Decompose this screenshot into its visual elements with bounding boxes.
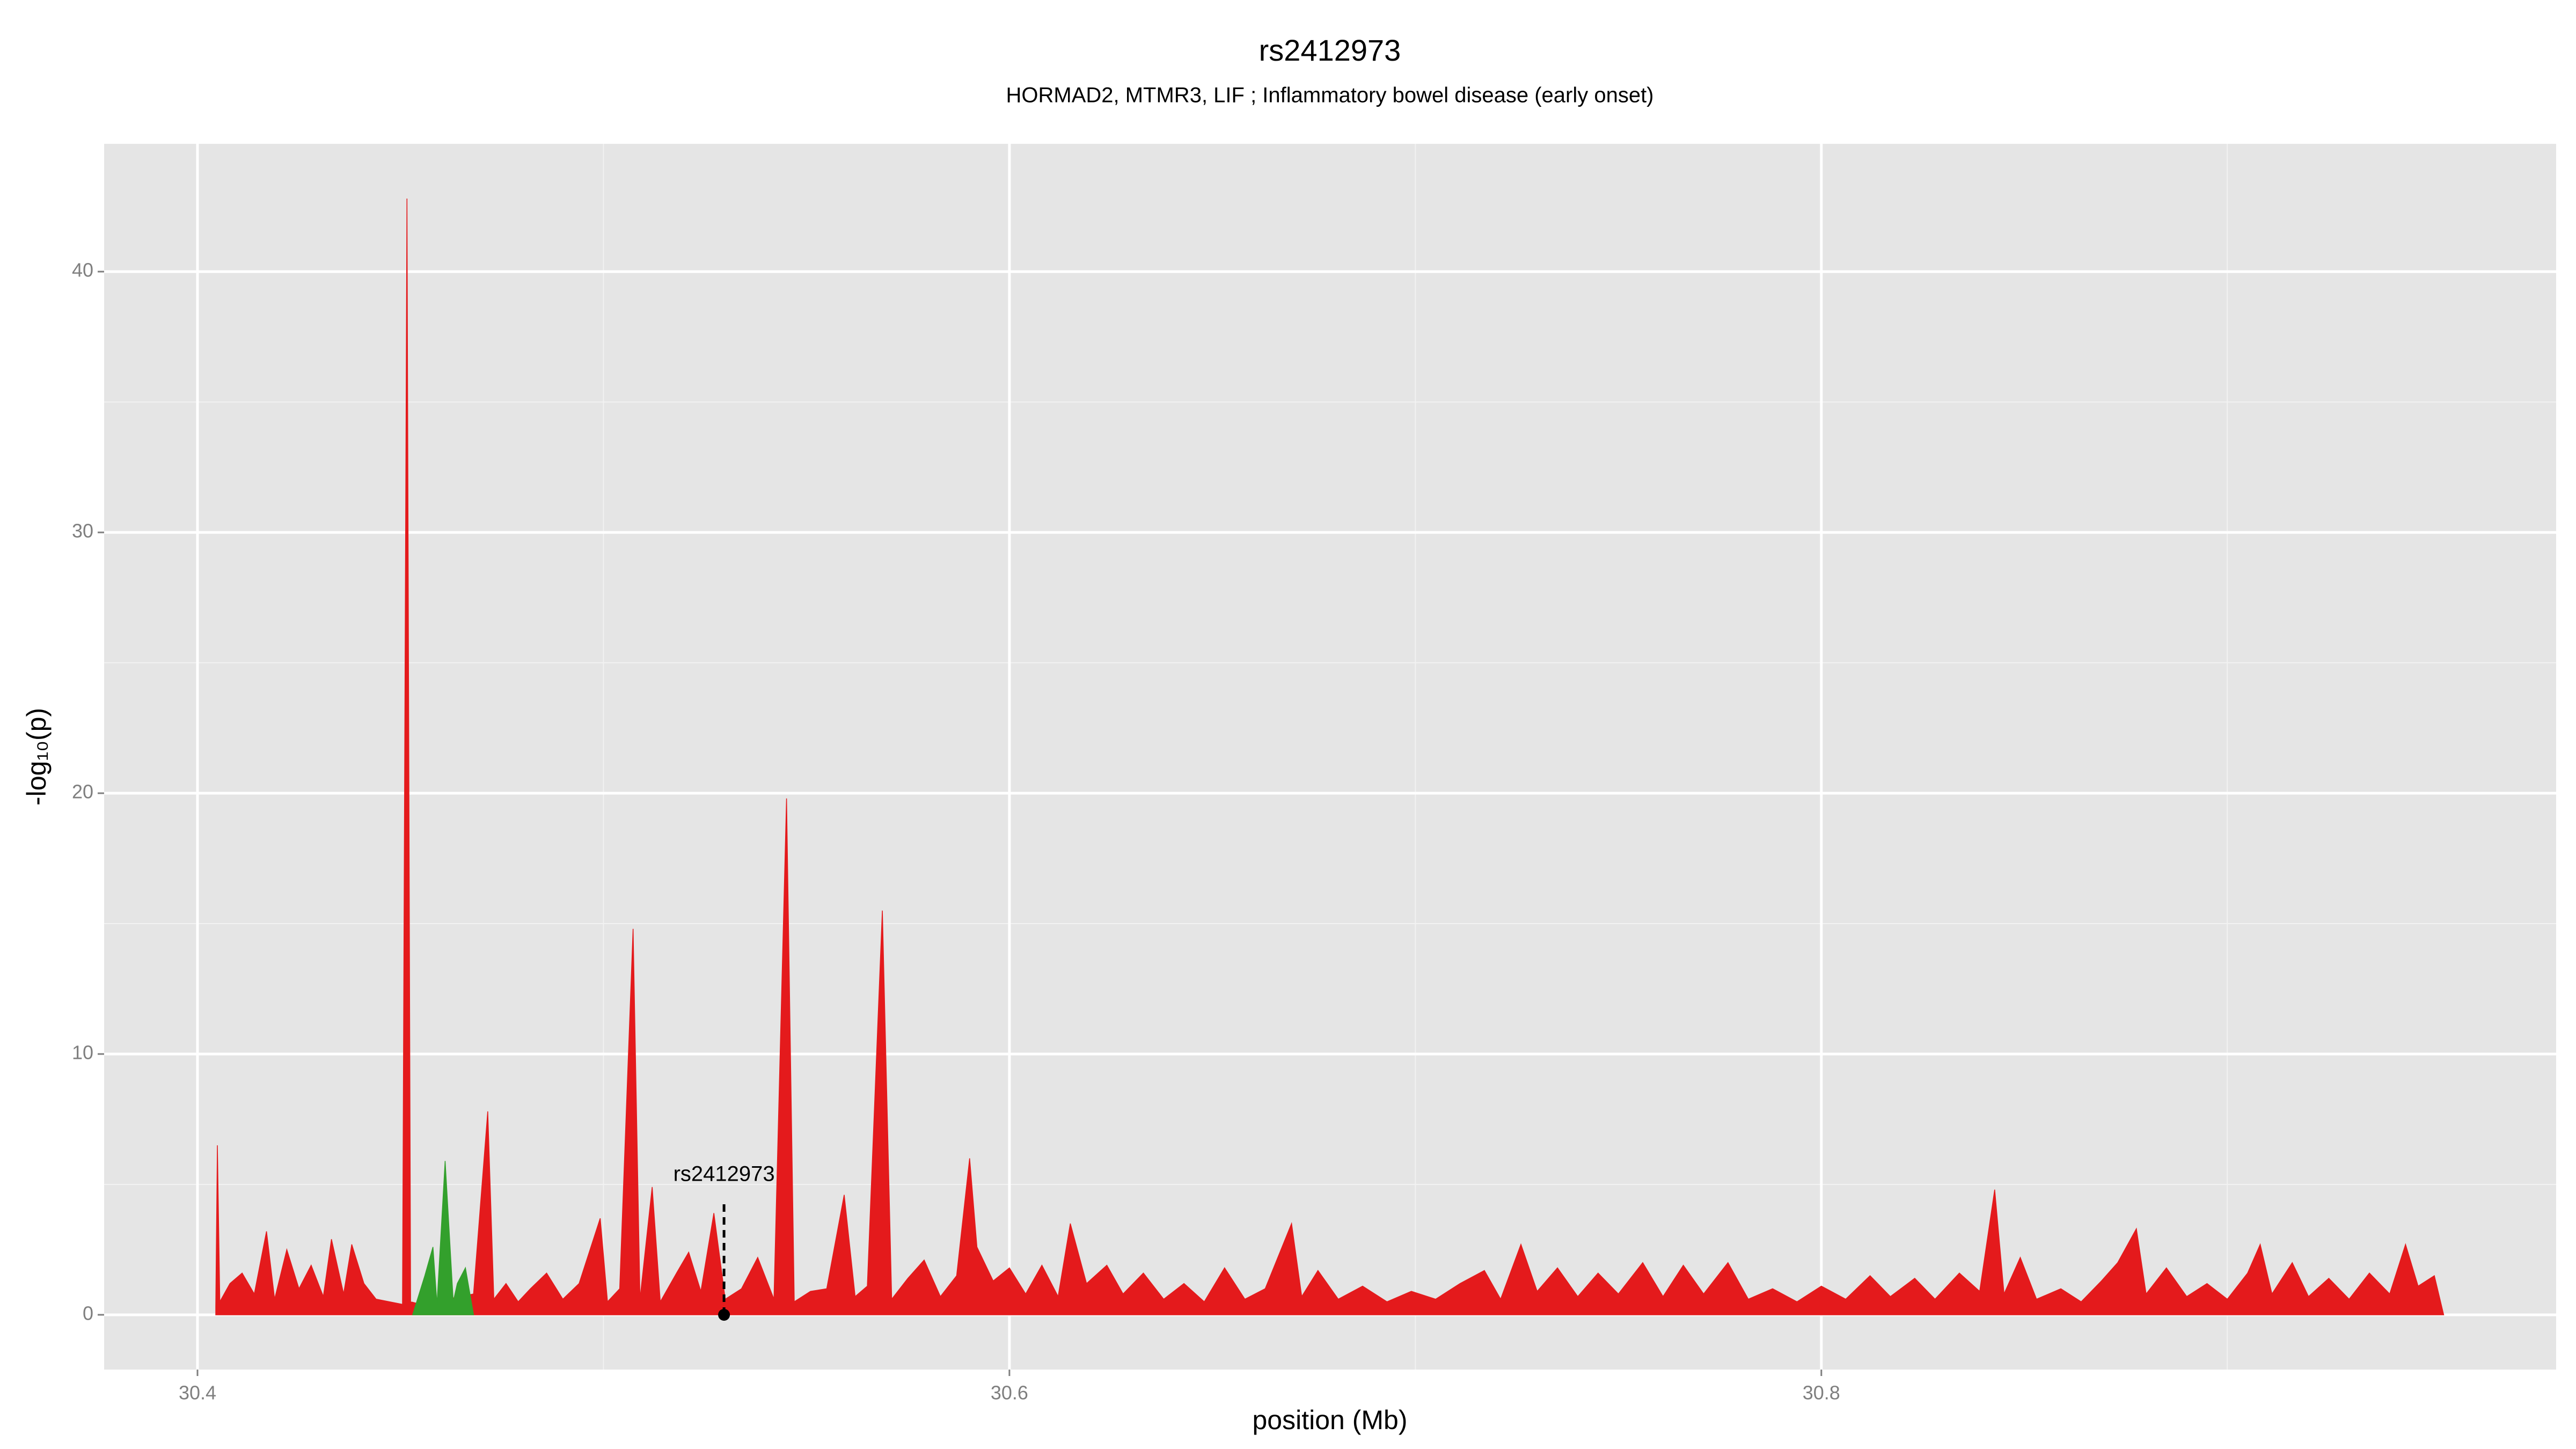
chart-subtitle: HORMAD2, MTMR3, LIF ; Inflammatory bowel… bbox=[1006, 84, 1653, 107]
area bbox=[215, 199, 2445, 1315]
annotation-label: rs2412973 bbox=[674, 1162, 775, 1186]
area bbox=[412, 1161, 474, 1315]
y-tick-label: 20 bbox=[72, 781, 93, 803]
x-tick-label: 30.6 bbox=[991, 1382, 1028, 1404]
x-axis-label: position (Mb) bbox=[1253, 1405, 1408, 1435]
y-tick-label: 30 bbox=[72, 520, 93, 542]
y-tick-label: 0 bbox=[83, 1302, 93, 1324]
y-tick-label: 10 bbox=[72, 1042, 93, 1064]
chart-title: rs2412973 bbox=[1259, 33, 1401, 67]
plot-background bbox=[104, 144, 2556, 1370]
y-axis-label: -log₁₀(p) bbox=[21, 708, 52, 806]
y-tick-label: 40 bbox=[72, 259, 93, 281]
x-tick-label: 30.4 bbox=[179, 1382, 216, 1404]
x-tick-label: 30.8 bbox=[1803, 1382, 1840, 1404]
annotation-point bbox=[718, 1308, 730, 1321]
